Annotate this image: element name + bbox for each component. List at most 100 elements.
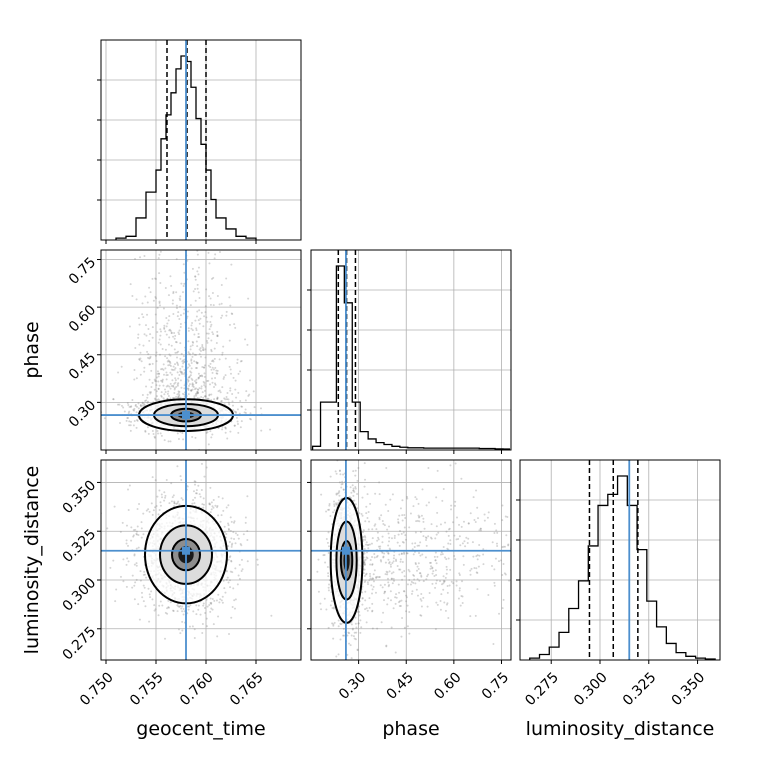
sample-point (158, 376, 160, 378)
sample-point (470, 574, 472, 576)
sample-point (179, 342, 181, 344)
sample-point (540, 504, 542, 506)
sample-point (403, 531, 405, 533)
sample-point (244, 338, 246, 340)
sample-point (231, 544, 233, 546)
sample-point (195, 387, 197, 389)
sample-point (211, 278, 213, 280)
sample-point (192, 341, 194, 343)
sample-point (206, 625, 208, 627)
sample-point (203, 602, 205, 604)
sample-point (387, 559, 389, 561)
sample-point (339, 473, 341, 475)
sample-point (421, 515, 423, 517)
sample-point (172, 610, 174, 612)
sample-point (177, 383, 179, 385)
sample-point (139, 256, 141, 258)
sample-point (181, 353, 183, 355)
sample-point (493, 532, 495, 534)
sample-point (200, 614, 202, 616)
sample-point (202, 325, 204, 327)
sample-point (364, 608, 366, 610)
sample-point (188, 327, 190, 329)
x-axis-label-geocent_time: geocent_time (136, 718, 265, 740)
sample-point (402, 457, 404, 459)
sample-point (128, 509, 130, 511)
sample-point (106, 527, 108, 529)
sample-point (419, 555, 421, 557)
sample-point (208, 394, 210, 396)
sample-point (115, 588, 117, 590)
sample-point (495, 558, 497, 560)
sample-point (226, 311, 228, 313)
sample-point (229, 366, 231, 368)
sample-point (178, 374, 180, 376)
sample-point (429, 592, 431, 594)
sample-point (122, 522, 124, 524)
sample-point (204, 348, 206, 350)
sample-point (178, 438, 180, 440)
sample-point (145, 385, 147, 387)
sample-point (530, 546, 532, 548)
sample-point (171, 385, 173, 387)
sample-point (501, 574, 503, 576)
sample-point (381, 621, 383, 623)
sample-point (387, 581, 389, 583)
x-tick-label: 0.300 (571, 669, 611, 709)
sample-point (173, 332, 175, 334)
sample-point (151, 502, 153, 504)
sample-point (188, 186, 190, 188)
sample-point (144, 587, 146, 589)
sample-point (161, 494, 163, 496)
sample-point (418, 517, 420, 519)
sample-point (117, 371, 119, 373)
panel-phase-vs-phase (307, 250, 511, 454)
sample-point (335, 655, 337, 657)
sample-point (152, 382, 154, 384)
sample-point (195, 361, 197, 363)
sample-point (382, 536, 384, 538)
sample-point (137, 525, 139, 527)
sample-point (324, 562, 326, 564)
sample-point (168, 386, 170, 388)
sample-point (122, 558, 124, 560)
sample-point (338, 490, 340, 492)
sample-point (216, 599, 218, 601)
sample-point (146, 510, 148, 512)
sample-point (212, 598, 214, 600)
sample-point (231, 546, 233, 548)
sample-point (371, 556, 373, 558)
sample-point (518, 572, 520, 574)
x-tick-label: 0.45 (384, 669, 417, 702)
sample-point (133, 378, 135, 380)
sample-point (142, 405, 144, 407)
sample-point (228, 559, 230, 561)
sample-point (169, 355, 171, 357)
sample-point (416, 498, 418, 500)
sample-point (221, 599, 223, 601)
sample-point (462, 555, 464, 557)
sample-point (229, 305, 231, 307)
sample-point (365, 506, 367, 508)
sample-point (355, 488, 357, 490)
sample-point (447, 592, 449, 594)
sample-point (210, 324, 212, 326)
sample-point (223, 580, 225, 582)
sample-point (221, 354, 223, 356)
sample-point (229, 387, 231, 389)
sample-point (164, 439, 166, 441)
sample-point (432, 573, 434, 575)
x-tick-label: 0.350 (669, 669, 709, 709)
sample-point (131, 587, 133, 589)
sample-point (487, 517, 489, 519)
sample-point (363, 529, 365, 531)
sample-point (152, 326, 154, 328)
sample-point (174, 338, 176, 340)
sample-point (222, 497, 224, 499)
sample-point (458, 524, 460, 526)
sample-point (469, 615, 471, 617)
sample-point (168, 294, 170, 296)
sample-point (401, 499, 403, 501)
sample-point (153, 604, 155, 606)
sample-point (225, 432, 227, 434)
